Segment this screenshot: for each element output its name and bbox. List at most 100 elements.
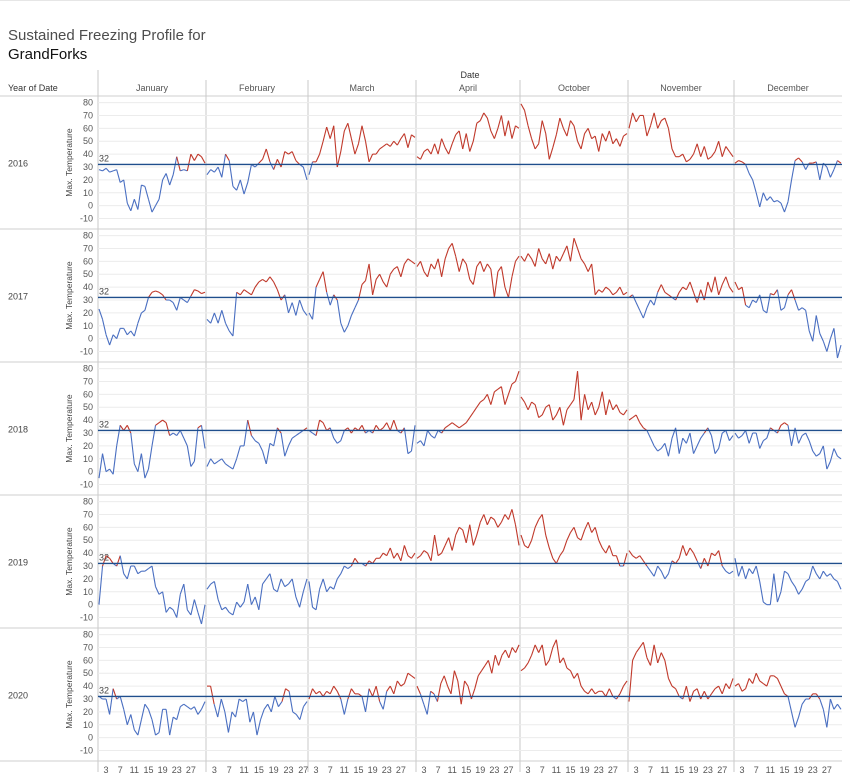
series-segment-2019-january [169,606,174,611]
series-segment-2016-december [794,157,799,162]
series-segment-2017-november [657,284,662,293]
series-segment-2019-november [721,565,727,572]
x-tick-label: 11 [766,765,775,775]
series-segment-2020-october [619,685,624,695]
series-segment-2018-january [190,461,195,467]
series-segment-2020-january [155,732,160,736]
series-segment-2020-november [675,688,680,697]
series-segment-2018-february [225,463,230,467]
series-segment-2019-december [798,588,803,595]
series-segment-2016-october [601,133,607,142]
series-segment-2017-april [430,263,436,270]
series-segment-2018-january [197,424,202,429]
series-segment-2019-december [794,586,800,595]
series-segment-2020-november [639,641,644,648]
series-segment-2019-october [605,545,610,554]
series-segment-2018-january [109,468,114,475]
y-tick-label: -10 [80,347,93,357]
series-segment-2017-december [752,299,757,304]
series-segment-2018-april [514,370,520,382]
series-segment-2017-february [217,310,223,324]
series-segment-2016-april [507,120,513,139]
y-tick-label: 80 [83,497,93,507]
series-segment-2016-january [169,174,174,186]
series-segment-2017-october [591,263,596,295]
series-segment-2018-november [653,445,659,452]
series-segment-2016-october [520,103,526,111]
reference-line-label: 32 [99,419,109,429]
series-segment-2019-april [420,550,425,557]
series-segment-2016-march [343,122,349,132]
series-segment-2016-november [678,153,684,158]
series-segment-2018-january [186,445,192,467]
series-segment-2020-november [628,660,634,702]
series-segment-2018-december [787,425,793,446]
series-segment-2019-april [497,521,502,528]
series-segment-2019-february [288,578,293,585]
y-tick-label: 10 [83,720,93,730]
series-segment-2016-march [389,140,395,147]
series-segment-2018-march [333,437,338,444]
series-segment-2017-march [322,271,328,293]
series-segment-2018-february [214,460,219,465]
series-segment-2018-march [319,419,324,424]
series-segment-2017-april [486,263,492,270]
series-segment-2017-october [601,286,607,293]
series-segment-2017-november [689,281,695,293]
series-segment-2016-december [748,173,754,181]
series-segment-2019-december [829,573,835,580]
series-segment-2018-march [382,422,388,429]
series-segment-2020-march [411,675,416,679]
series-segment-2016-january [158,179,164,200]
series-segment-2020-december [776,678,782,687]
series-segment-2020-february [274,696,279,707]
series-segment-2019-january [148,565,153,570]
series-segment-2020-april [450,670,455,694]
series-segment-2020-november [703,691,709,700]
y-tick-label: -10 [80,480,93,490]
series-segment-2019-november [635,555,641,559]
x-tick-label: 7 [227,765,232,775]
series-segment-2018-january [158,419,163,424]
series-segment-2018-january [98,453,104,479]
series-segment-2017-november [682,286,687,291]
series-segment-2018-february [291,435,297,439]
series-segment-2019-november [678,545,684,559]
series-segment-2018-april [451,422,457,426]
series-segment-2018-october [541,407,547,416]
series-segment-2018-january [183,437,188,447]
series-segment-2017-october [573,237,579,249]
series-segment-2019-january [119,555,125,574]
series-segment-2018-february [206,458,212,467]
series-segment-2018-october [555,407,561,416]
series-segment-2017-april [469,279,474,285]
series-segment-2017-january [141,309,146,314]
series-segment-2018-january [137,453,142,472]
series-segment-2016-february [225,153,230,161]
series-segment-2019-february [250,596,256,605]
series-segment-2017-january [130,330,135,337]
chart-title-line-1: Sustained Freezing Profile for [8,27,206,44]
series-segment-2020-november [700,691,705,700]
series-segment-2019-march [312,606,317,611]
column-header-date: Date [460,70,479,80]
series-segment-2020-february [245,698,251,723]
series-segment-2018-november [685,432,691,444]
series-segment-2020-december [745,678,750,689]
series-segment-2019-december [776,591,782,603]
year-label-2019: 2019 [8,558,28,568]
series-segment-2017-december [812,315,817,342]
series-segment-2020-november [646,657,652,666]
series-segment-2020-october [559,657,564,664]
series-segment-2017-december [762,309,768,314]
series-segment-2018-december [798,435,803,444]
series-segment-2016-april [476,120,481,124]
series-segment-2017-december [801,307,806,311]
series-segment-2017-february [247,291,252,296]
series-segment-2019-october [538,514,543,520]
series-segment-2017-november [718,284,723,296]
series-segment-2018-february [295,432,300,437]
series-segment-2016-december [773,200,778,203]
series-segment-2016-march [347,123,352,139]
series-segment-2017-april [476,261,481,267]
